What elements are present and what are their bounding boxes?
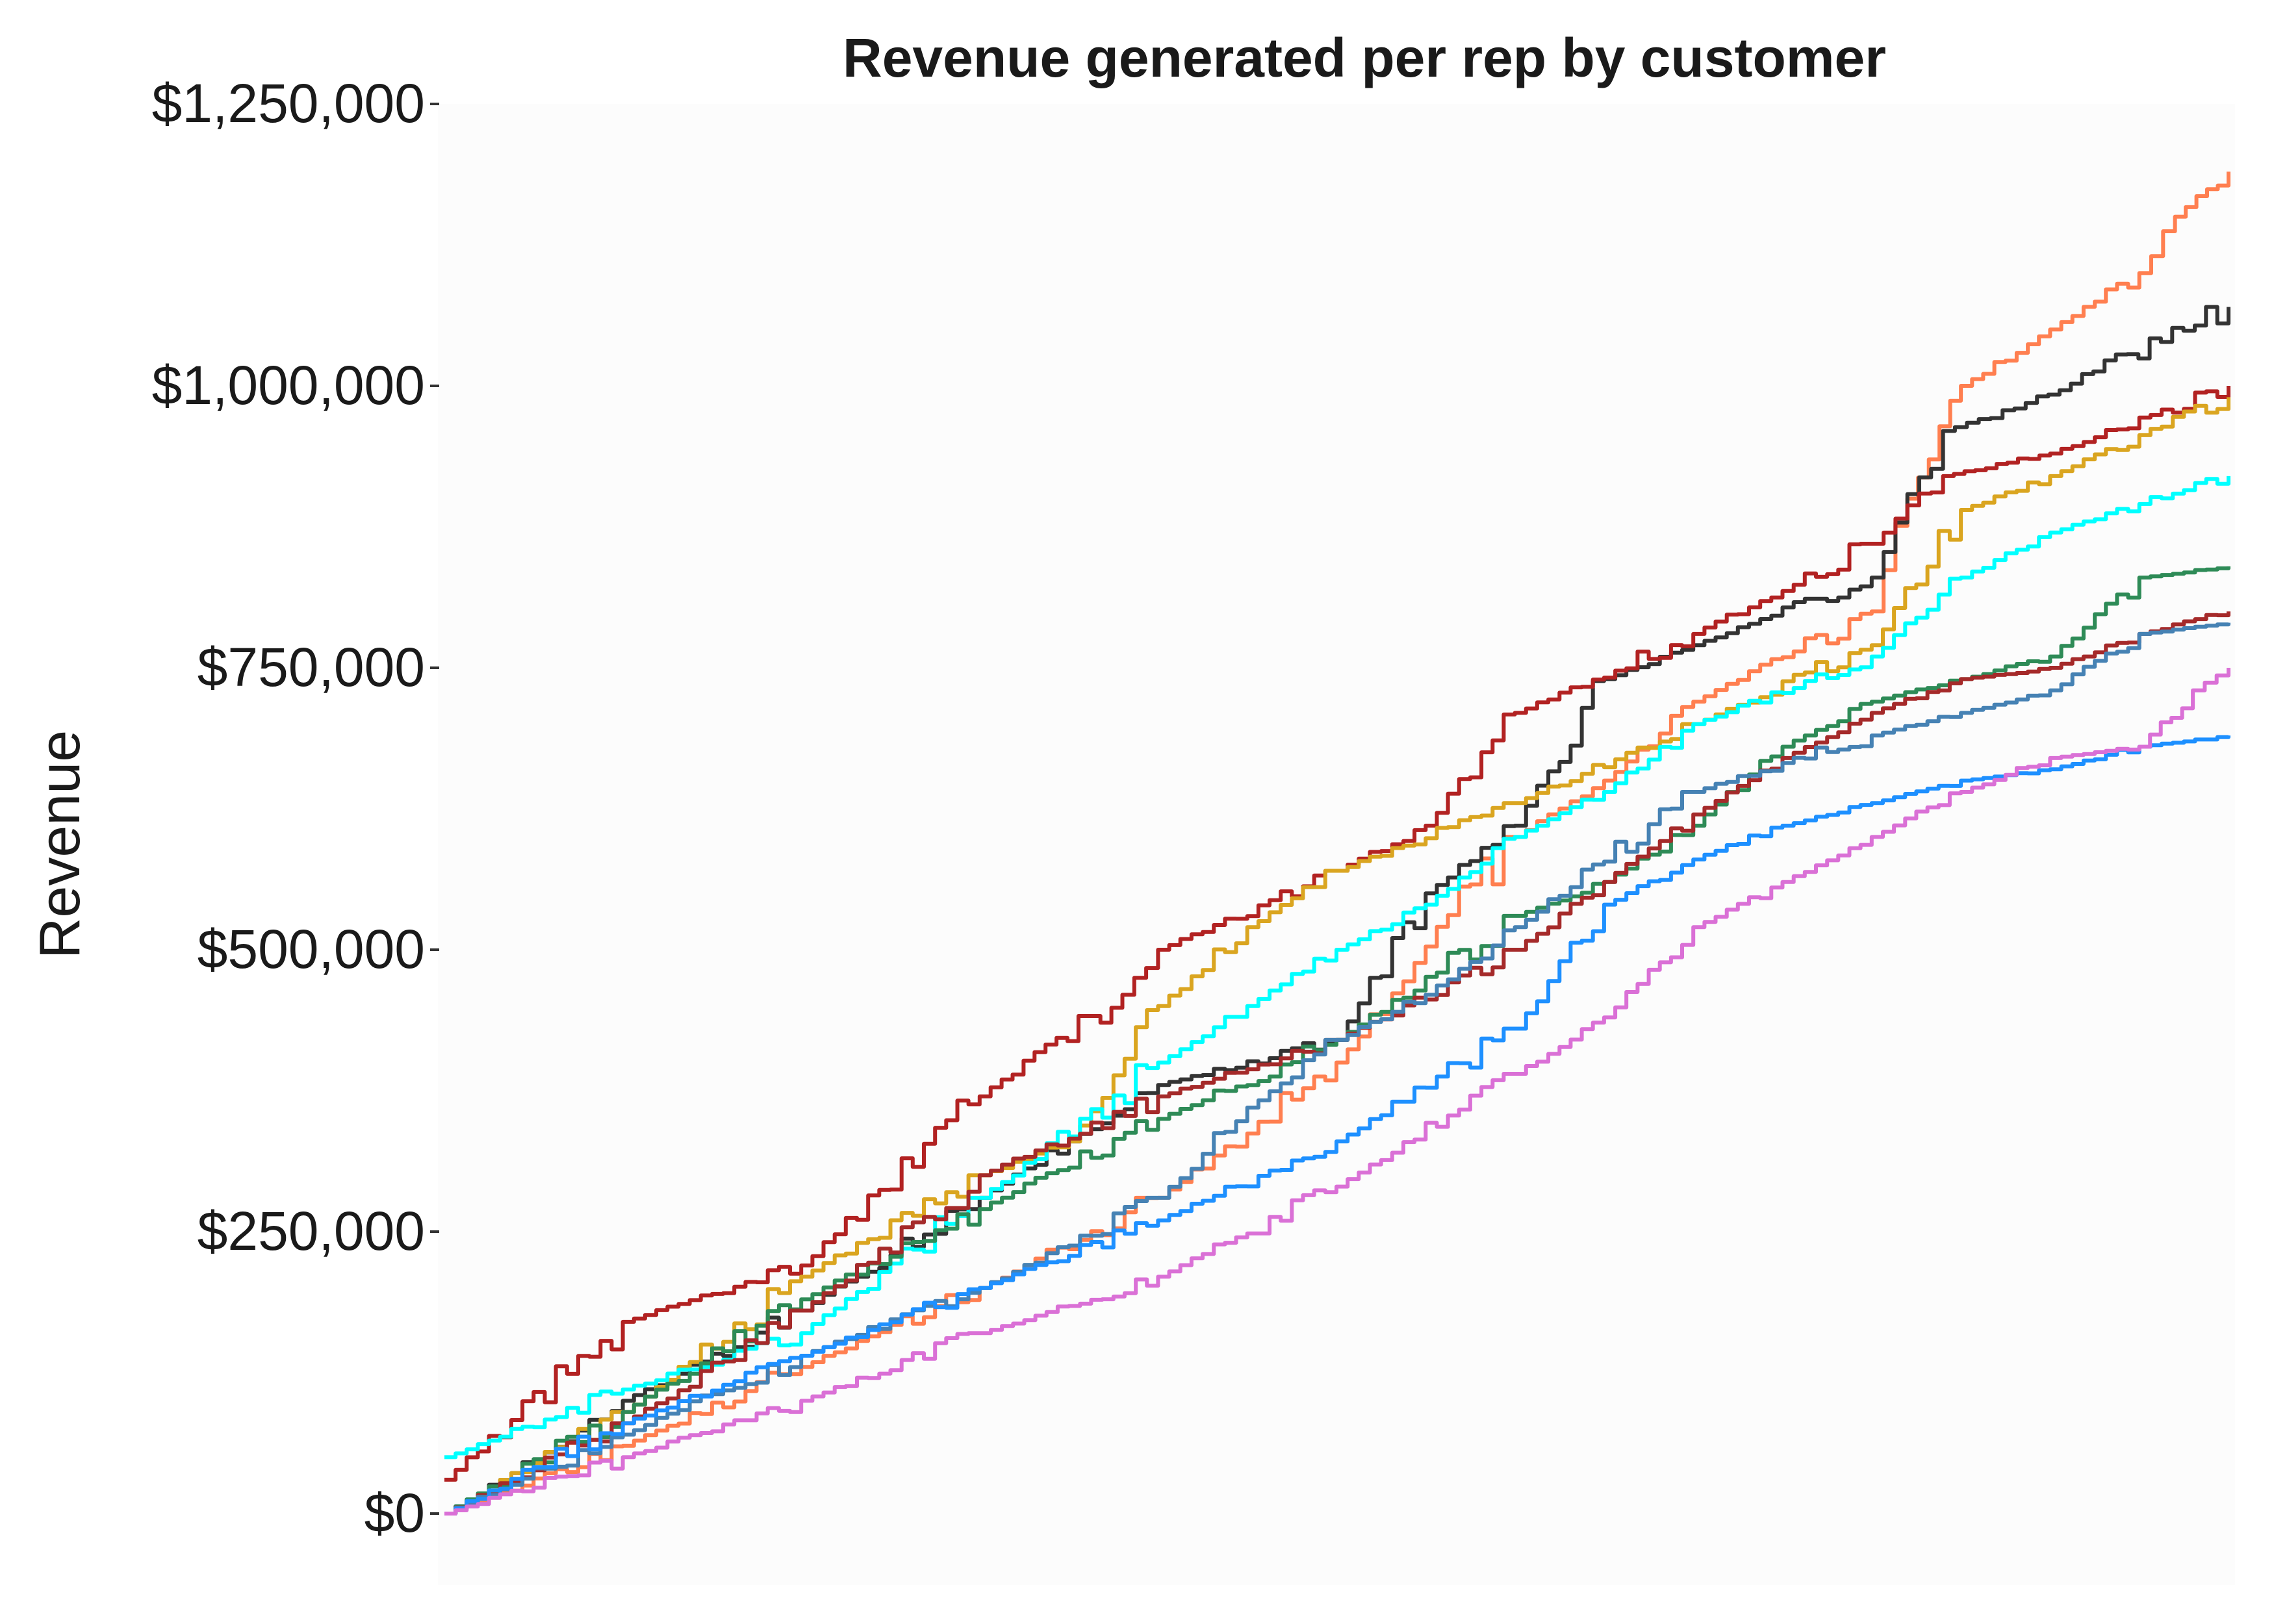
y-tick-label-2: $500,000 <box>198 919 425 980</box>
y-tick-label-4: $1,000,000 <box>152 355 425 416</box>
chart-title: Revenue generated per rep by customer <box>843 27 1886 88</box>
series-line-8 <box>444 622 2230 1516</box>
y-tick-label-5: $1,250,000 <box>152 73 425 134</box>
plot-panel <box>438 104 2235 1585</box>
y-tick-label-1: $250,000 <box>198 1200 425 1262</box>
series-layer <box>444 171 2230 1516</box>
y-tick-label-3: $750,000 <box>198 637 425 698</box>
y-axis-label: Revenue <box>27 730 92 959</box>
y-tick-label-0: $0 <box>364 1482 425 1543</box>
series-line-4 <box>444 397 2230 1516</box>
series-line-10 <box>444 668 2230 1516</box>
series-line-1 <box>444 171 2230 1516</box>
y-axis: $0 $250,000 $500,000 $750,000 $1,000,000 $1,2… <box>152 73 439 1543</box>
series-line-9 <box>444 735 2230 1516</box>
series-line-6 <box>444 566 2230 1516</box>
